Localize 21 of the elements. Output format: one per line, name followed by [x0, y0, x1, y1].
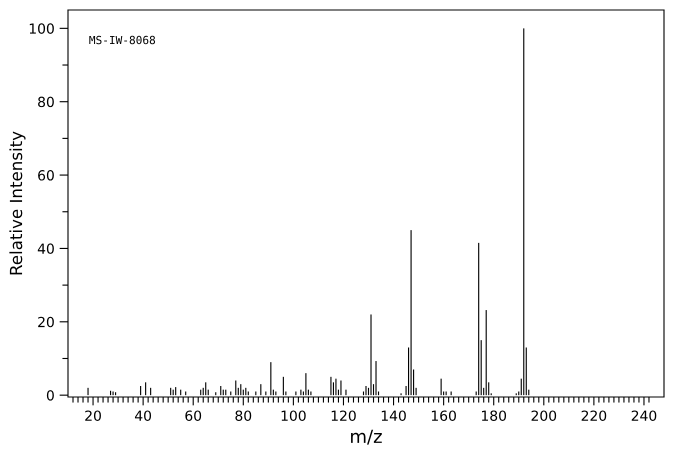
- x-tick-label: 180: [482, 410, 506, 421]
- annotation: MS-IW-8068: [89, 36, 156, 44]
- y-tick-label: 80: [38, 96, 54, 108]
- y-tick-label: 100: [30, 23, 54, 34]
- x-tick-label: 200: [532, 410, 556, 421]
- y-axis-title: Relative Intensity: [9, 131, 26, 274]
- x-axis-title: m/z: [351, 430, 382, 445]
- x-tick-label: 160: [432, 410, 456, 421]
- y-tick-label: 40: [38, 243, 54, 254]
- x-tick-label: 60: [185, 410, 202, 421]
- x-tick-label: 140: [382, 410, 406, 421]
- x-tick-label: 220: [582, 410, 606, 421]
- x-tick-label: 100: [282, 410, 306, 421]
- y-tick-label: 0: [46, 390, 54, 401]
- x-tick-label: 20: [85, 410, 101, 421]
- x-tick-label: 80: [235, 410, 252, 421]
- y-tick-label: 20: [38, 316, 54, 328]
- x-tick-label: 120: [332, 410, 356, 421]
- y-tick-label: 60: [38, 170, 54, 181]
- x-tick-label: 240: [632, 410, 656, 421]
- x-tick-label: 40: [134, 410, 152, 421]
